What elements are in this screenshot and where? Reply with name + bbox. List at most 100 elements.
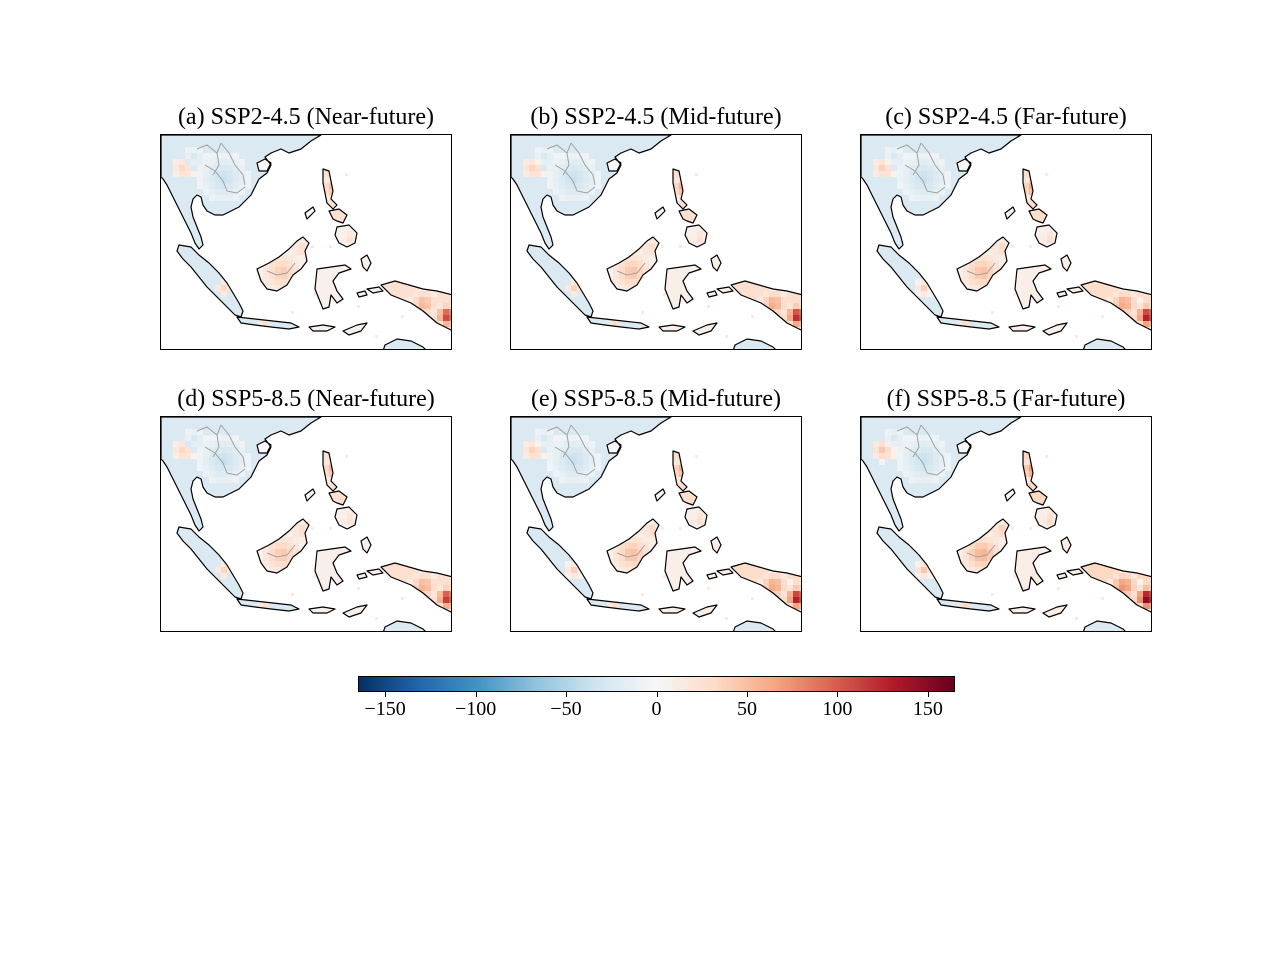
anomaly-cell — [763, 573, 769, 579]
anomaly-cell — [921, 291, 927, 297]
land-australia-tip — [733, 339, 775, 349]
coastline-java — [936, 598, 1000, 612]
anomaly-cell — [793, 591, 799, 597]
anomaly-cell — [341, 237, 347, 243]
anomaly-cell — [227, 177, 233, 183]
anomaly-cell — [341, 471, 347, 477]
anomaly-cell — [873, 453, 879, 459]
coastline-halmahera — [360, 536, 372, 554]
coastline-mainland-asia — [161, 417, 322, 532]
anomaly-cell — [987, 261, 993, 267]
land-timor — [1043, 323, 1067, 335]
ocean-dot — [661, 245, 664, 248]
anomaly-cell — [209, 159, 215, 165]
anomaly-cell — [437, 597, 443, 603]
anomaly-cell — [769, 291, 775, 297]
anomaly-cell — [583, 459, 589, 465]
anomaly-cell — [963, 279, 969, 285]
anomaly-cell — [541, 159, 547, 165]
anomaly-cell — [529, 159, 535, 165]
anomaly-cell — [879, 165, 885, 171]
coastline-australia-tip — [733, 338, 776, 349]
anomaly-cell — [281, 573, 287, 579]
anomaly-cell — [963, 549, 969, 555]
panel-title: (b) SSP2-4.5 (Mid-future) — [530, 104, 782, 130]
land-timor — [693, 323, 717, 335]
country-border — [912, 434, 920, 458]
land-sumatra — [177, 245, 243, 317]
anomaly-cell — [221, 189, 227, 195]
anomaly-cell — [299, 543, 305, 549]
ocean-dot — [1013, 293, 1016, 296]
anomaly-cell — [915, 189, 921, 195]
anomaly-cell — [969, 543, 975, 549]
anomaly-cell — [173, 453, 179, 459]
anomaly-cell — [559, 435, 565, 441]
land-timor — [343, 323, 367, 335]
ocean-dot — [1057, 305, 1060, 308]
anomaly-cell — [1137, 315, 1143, 321]
anomaly-cell — [221, 477, 227, 483]
anomaly-cell — [799, 321, 801, 327]
anomaly-cell — [281, 267, 287, 273]
anomaly-cell — [589, 459, 595, 465]
anomaly-cell — [775, 303, 781, 309]
anomaly-cell — [897, 459, 903, 465]
anomaly-cell — [173, 171, 179, 177]
anomaly-cell — [281, 273, 287, 279]
anomaly-cell — [1041, 513, 1047, 519]
coastline-mindanao — [334, 506, 358, 530]
anomaly-cell — [999, 555, 1005, 561]
anomaly-cell — [335, 177, 341, 183]
coastline-hainan — [606, 158, 622, 172]
coastline-borneo — [606, 236, 660, 292]
anomaly-cell — [559, 171, 565, 177]
anomaly-cell — [215, 189, 221, 195]
coastline-sulawesi — [1014, 546, 1052, 592]
anomaly-cell — [419, 585, 425, 591]
coastline-java — [236, 598, 300, 612]
anomaly-cell — [595, 171, 601, 177]
anomaly-cell — [443, 315, 449, 321]
anomaly-cell — [957, 327, 963, 333]
anomaly-cell — [1143, 309, 1149, 315]
anomaly-cell — [173, 159, 179, 165]
anomaly-cell — [643, 525, 649, 531]
anomaly-cell — [571, 171, 577, 177]
anomaly-cell — [571, 447, 577, 453]
anomaly-cell — [1047, 513, 1053, 519]
anomaly-cell — [347, 519, 353, 525]
anomaly-cell — [565, 189, 571, 195]
anomaly-cell — [975, 291, 981, 297]
anomaly-cell — [535, 429, 541, 435]
anomaly-cell — [559, 177, 565, 183]
country-border — [966, 262, 996, 276]
anomaly-cell — [287, 567, 293, 573]
anomaly-cell — [963, 327, 969, 333]
anomaly-cell — [691, 189, 697, 195]
anomaly-cell — [691, 513, 697, 519]
anomaly-cell — [299, 531, 305, 537]
anomaly-cell — [269, 555, 275, 561]
anomaly-cell — [769, 303, 775, 309]
anomaly-cell — [419, 297, 425, 303]
land-sumatra — [877, 245, 943, 317]
anomaly-cell — [757, 309, 763, 315]
anomaly-cell — [233, 195, 239, 201]
anomaly-cell — [649, 249, 655, 255]
anomaly-cell — [299, 279, 305, 285]
anomaly-cell — [757, 297, 763, 303]
anomaly-cell — [613, 561, 619, 567]
anomaly-cell — [215, 165, 221, 171]
anomaly-cell — [1125, 585, 1131, 591]
ocean-dot — [345, 455, 348, 458]
anomaly-cell — [547, 447, 553, 453]
anomaly-cell — [1107, 309, 1113, 315]
anomaly-cell — [963, 321, 969, 327]
anomaly-cell — [891, 147, 897, 153]
anomaly-cell — [559, 459, 565, 465]
land-australia-tip — [1083, 339, 1125, 349]
anomaly-cell — [987, 537, 993, 543]
anomaly-cell — [595, 459, 601, 465]
anomaly-cell — [299, 237, 305, 243]
